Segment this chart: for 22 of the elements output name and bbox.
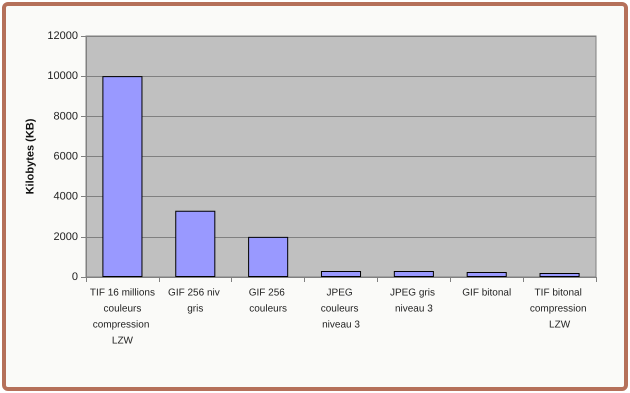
x-tick-label: GIF 256 niv gris bbox=[168, 288, 223, 314]
x-tick-label: TIF bitonal compression LZW bbox=[530, 288, 590, 330]
y-tick-label: 10000 bbox=[47, 70, 78, 82]
bar bbox=[248, 236, 288, 277]
x-tick-label: GIF 256 couleurs bbox=[248, 288, 288, 314]
y-tick-label: 0 bbox=[72, 271, 78, 283]
x-tick-label: JPEG gris niveau 3 bbox=[390, 288, 438, 314]
y-tick-label: 12000 bbox=[47, 30, 78, 42]
y-tick-label: 6000 bbox=[54, 150, 78, 162]
y-tick-label: 4000 bbox=[54, 190, 78, 203]
y-axis-title: Kilobytes (KB) bbox=[24, 118, 36, 194]
x-tick-label: GIF bitonal bbox=[462, 288, 512, 298]
bar bbox=[102, 76, 142, 277]
y-tick-label: 2000 bbox=[54, 230, 78, 243]
x-tick-label: JPEG couleurs niveau 3 bbox=[320, 288, 362, 330]
x-tick-label: TIF 16 millions couleurs compression LZW bbox=[90, 288, 155, 346]
bar bbox=[175, 210, 216, 277]
bar bbox=[540, 272, 580, 277]
bar bbox=[320, 270, 362, 277]
y-tick-label: 8000 bbox=[54, 110, 78, 122]
bar bbox=[466, 272, 507, 277]
bar bbox=[394, 270, 434, 277]
